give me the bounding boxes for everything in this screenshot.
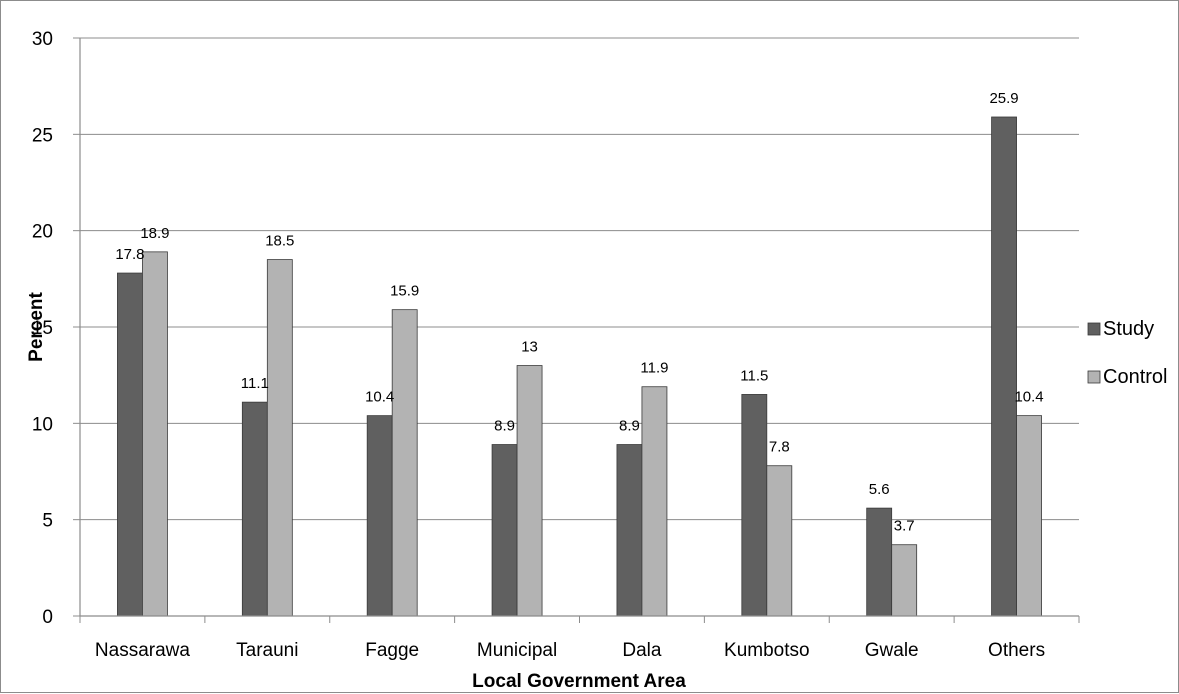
data-labels: 17.8 18.9 11.1 18.5 10.4 15.9 8.9 13 8.9 11.9 11.5… — [115, 90, 1043, 535]
bars — [117, 116, 1042, 617]
data-label-control: 18.9 — [140, 225, 169, 242]
bar-control — [142, 251, 168, 617]
category-label: Nassarawa — [95, 640, 190, 661]
bar-control — [266, 259, 293, 617]
bar-control — [766, 465, 793, 617]
data-label-study: 8.9 — [494, 418, 515, 435]
bar-study — [616, 444, 643, 617]
y-tick-label: 25 — [32, 125, 53, 146]
data-label-control: 18.5 — [265, 233, 294, 250]
y-axis-title: Percent — [26, 291, 47, 361]
data-label-control: 13 — [521, 339, 538, 356]
bar-study — [866, 507, 893, 617]
y-axis-ticks: 0 5 10 15 20 25 30 — [32, 29, 80, 628]
bar-study — [366, 415, 393, 617]
data-label-control: 11.9 — [640, 360, 668, 377]
category-label: Tarauni — [236, 640, 298, 661]
bar-study — [741, 394, 768, 617]
y-tick-label: 15 — [32, 318, 53, 339]
bar-study — [491, 444, 518, 617]
category-label: Others — [988, 640, 1045, 661]
legend-swatch — [1087, 322, 1101, 336]
data-label-control: 10.4 — [1014, 389, 1043, 406]
x-axis-title: Local Government Area — [472, 671, 686, 692]
legend-label: Study — [1103, 318, 1154, 340]
data-label-study: 25.9 — [989, 90, 1018, 107]
bar-study — [991, 116, 1017, 617]
y-tick-label: 5 — [42, 511, 53, 532]
y-tick-label: 10 — [32, 414, 53, 435]
y-tick-label: 20 — [32, 222, 53, 243]
bar-control — [391, 309, 418, 617]
category-label: Dala — [622, 640, 662, 661]
legend: Study Control — [1087, 318, 1167, 388]
data-label-study: 8.9 — [619, 418, 640, 435]
legend-label: Control — [1103, 366, 1167, 388]
category-label: Municipal — [477, 640, 557, 661]
bar-control — [641, 386, 668, 617]
data-label-control: 7.8 — [769, 439, 790, 456]
category-label: Fagge — [365, 640, 419, 661]
y-tick-label: 30 — [32, 29, 53, 50]
bar-study — [241, 401, 268, 617]
category-label: Gwale — [865, 640, 919, 661]
data-label-study: 5.6 — [869, 481, 890, 498]
x-axis-categories: Nassarawa Tarauni Fagge Municipal Dala Kumbot… — [79, 616, 1080, 661]
gridlines — [80, 37, 1079, 521]
data-label-study: 11.5 — [740, 367, 768, 384]
y-tick-label: 0 — [42, 607, 53, 628]
data-label-study: 10.4 — [365, 389, 394, 406]
data-label-study: 11.1 — [241, 375, 269, 392]
data-label-control: 3.7 — [894, 518, 915, 535]
legend-swatch — [1087, 370, 1101, 384]
data-label-study: 17.8 — [115, 246, 144, 263]
category-label: Kumbotso — [724, 640, 810, 661]
bar-control — [1016, 415, 1042, 617]
bar-control — [516, 365, 543, 617]
bar-control — [891, 544, 918, 617]
bar-study — [117, 272, 143, 617]
data-label-control: 15.9 — [390, 283, 419, 300]
